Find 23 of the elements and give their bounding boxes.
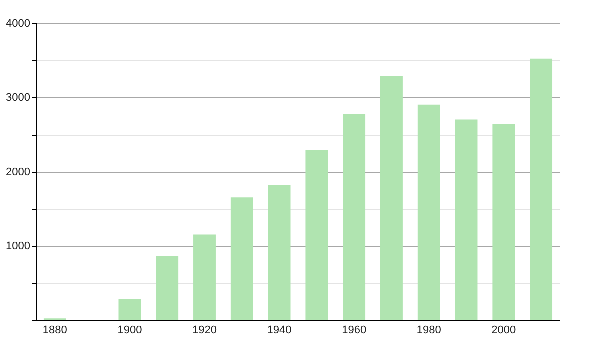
bar <box>156 256 179 320</box>
x-tick-label: 1960 <box>342 324 367 336</box>
x-tick-label: 1880 <box>42 324 68 336</box>
bar <box>194 234 216 320</box>
y-tick-label: 1000 <box>6 240 30 253</box>
bar <box>230 198 254 320</box>
y-tick-label: 4000 <box>6 18 30 30</box>
x-tick-label: 1920 <box>192 324 217 336</box>
bar <box>118 299 142 320</box>
bar <box>530 58 553 320</box>
bar <box>306 150 328 320</box>
x-tick-label: 1940 <box>267 324 292 336</box>
bar <box>455 120 478 320</box>
x-tick-label: 1900 <box>118 324 142 336</box>
x-tick-label: 2000 <box>492 324 516 336</box>
bar <box>343 114 366 320</box>
x-tick-label: 1980 <box>416 324 442 336</box>
bar <box>418 104 440 320</box>
y-tick-label: 2000 <box>6 166 30 178</box>
y-tick-label: 3000 <box>6 92 30 104</box>
bar <box>492 124 516 320</box>
bar <box>268 185 291 320</box>
bar <box>380 76 403 320</box>
